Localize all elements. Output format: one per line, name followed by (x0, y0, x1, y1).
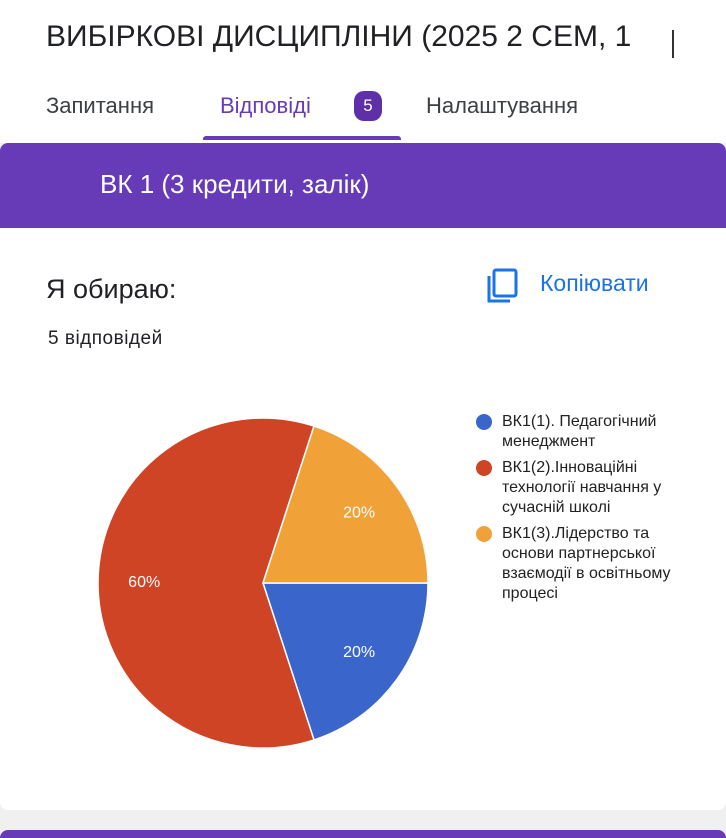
section-header: ВК 1 (3 кредити, залік) (0, 143, 726, 228)
tab-active[interactable]: Відповіді (220, 93, 311, 118)
legend-item: ВК1(1). Педагогічний менеджмент (476, 412, 676, 452)
tab-indicator (203, 136, 401, 140)
legend-label: ВК1(2).Інноваційні технології навчання у… (502, 459, 662, 516)
tab[interactable]: Налаштування (426, 93, 579, 118)
pie-slice (97, 417, 315, 749)
legend-item: ВК1(3).Лідерство та основи партнерської … (476, 524, 676, 604)
data-label: 20% (343, 644, 375, 661)
badge: 5 (354, 91, 382, 121)
response-count: 5 відповідей (48, 328, 163, 349)
legend-swatch (476, 526, 492, 542)
header: ВИБІРКОВІ ДИСЦИПЛІНИ (2025 2 СЕМ, 1 Запи… (0, 0, 726, 143)
section-title: ВК 1 (3 кредити, залік) (100, 169, 370, 199)
data-label: 60% (128, 574, 160, 591)
question-title: Я обираю: (46, 274, 177, 304)
form-title: ВИБІРКОВІ ДИСЦИПЛІНИ (2025 2 СЕМ, 1 (46, 20, 632, 53)
legend-label: ВК1(3).Лідерство та основи партнерської … (502, 525, 671, 602)
legend-item: ВК1(2).Інноваційні технології навчання у… (476, 458, 676, 518)
pie-slice (261, 425, 429, 584)
legend-label: ВК1(1). Педагогічний менеджмент (502, 413, 657, 450)
legend-swatch (476, 414, 492, 430)
next-section (0, 830, 726, 838)
legend-swatch (476, 460, 492, 476)
copy-button[interactable]: Копіювати (540, 270, 649, 296)
data-label: 20% (343, 504, 375, 521)
tab[interactable]: Запитання (46, 93, 155, 118)
pie-slice (261, 582, 429, 741)
legend: ВК1(1). Педагогічний менеджмент ВК1(2).Ін… (476, 412, 676, 610)
copy-icon[interactable] (486, 268, 520, 304)
cursor (672, 30, 674, 58)
